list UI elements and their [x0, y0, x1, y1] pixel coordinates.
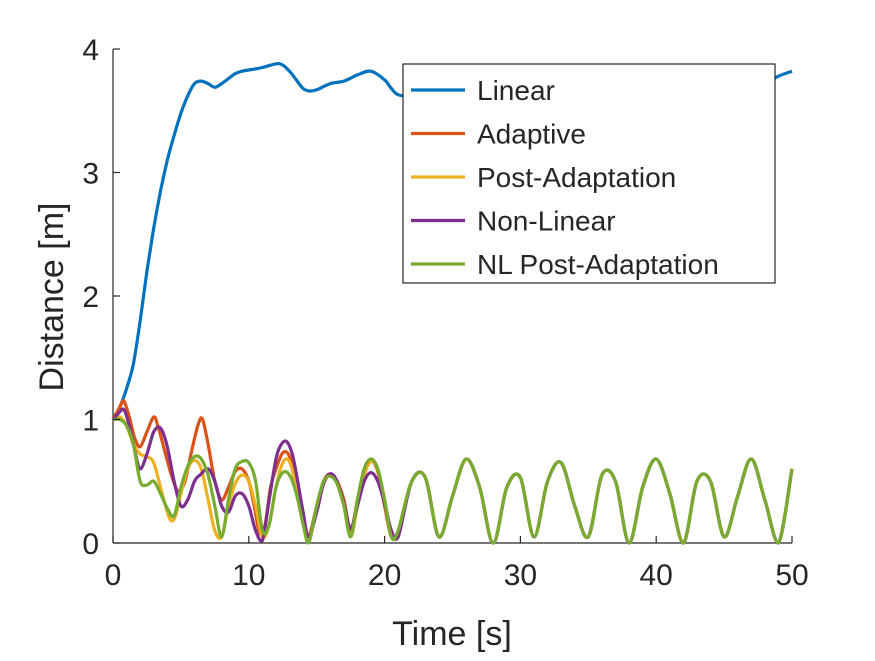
ticks-group: 0 10 20 30 40 50 0 1 2 3 4 — [82, 34, 808, 592]
legend-label: NL Post-Adaptation — [477, 249, 719, 280]
y-axis-label: Distance [m] — [33, 203, 71, 392]
x-axis-label: Time [s] — [392, 615, 512, 653]
x-tick-label: 10 — [232, 559, 265, 592]
legend-label: Non-Linear — [477, 206, 616, 237]
y-tick-label: 2 — [82, 281, 99, 314]
legend: Linear Adaptive Post-Adaptation Non-Linear N… — [402, 63, 776, 284]
legend-box — [402, 63, 776, 284]
series-line-nl-post-adaptation — [112, 417, 794, 545]
x-tick-label: 0 — [105, 559, 122, 592]
x-tick-label: 50 — [775, 559, 808, 592]
y-tick-label: 3 — [82, 158, 99, 191]
legend-label: Post-Adaptation — [477, 162, 676, 193]
x-tick-label: 30 — [504, 559, 537, 592]
x-tick-label: 40 — [640, 559, 673, 592]
y-tick-label: 0 — [82, 528, 99, 561]
y-tick-label: 4 — [82, 34, 99, 67]
y-tick-label: 1 — [82, 405, 99, 438]
legend-label: Adaptive — [477, 119, 586, 150]
series-group — [111, 62, 794, 545]
x-tick-label: 20 — [368, 559, 401, 592]
legend-label: Linear — [477, 75, 555, 106]
